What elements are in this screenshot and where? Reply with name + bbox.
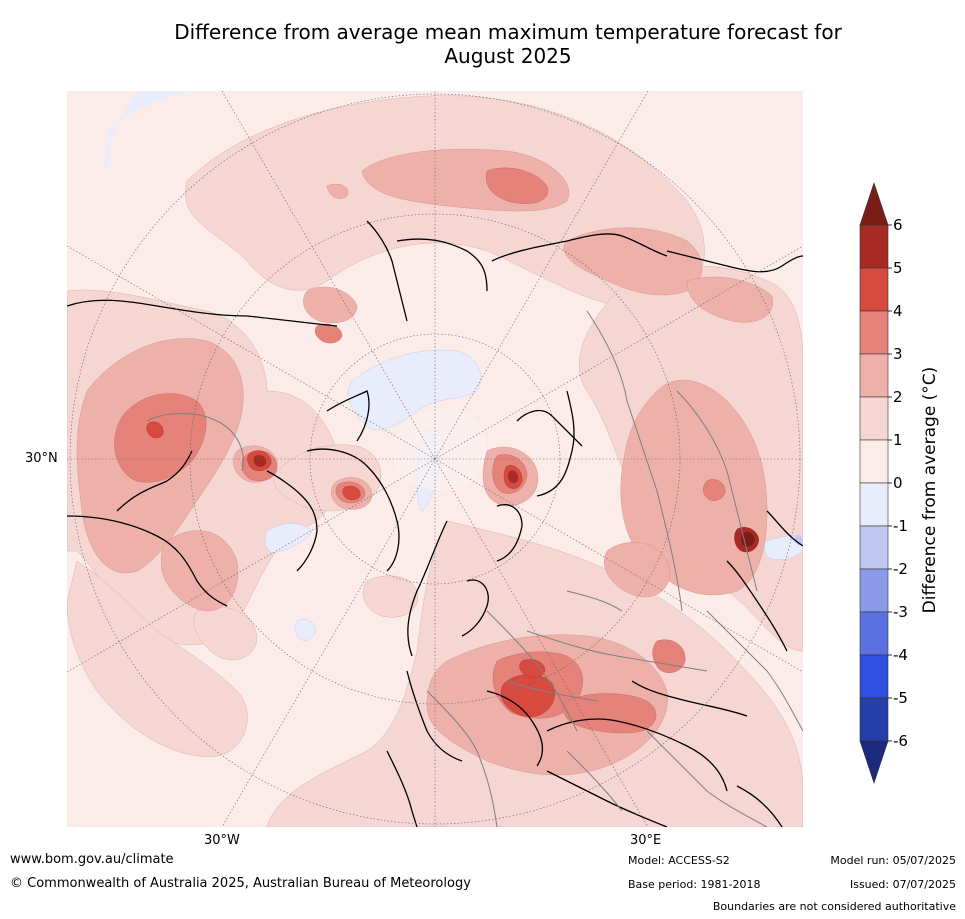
title-line-1: Difference from average mean maximum tem… <box>174 20 842 44</box>
temperature-anomaly-map <box>67 91 803 827</box>
footer-model-run: Model run: 05/07/2025 <box>830 854 956 867</box>
polar-cap-region <box>391 408 486 492</box>
footer-disclaimer: Boundaries are not considered authoritat… <box>712 900 956 913</box>
colorbar-bin <box>859 611 889 656</box>
footer-issued: Issued: 07/07/2025 <box>849 878 956 891</box>
colorbar-tick-label: 2 <box>893 388 903 406</box>
anomaly-5-plus <box>253 454 759 553</box>
colorbar-bin <box>859 310 889 355</box>
anomaly-3-4 <box>114 167 726 734</box>
colorbar: 6 5 4 3 2 1 0 -1 -2 -3 -4 -5 -6 <box>859 182 908 784</box>
lon-label-30w: 30°W <box>204 833 240 848</box>
colorbar-bin <box>859 267 889 312</box>
colorbar-bin <box>859 697 889 742</box>
colorbar-bin <box>859 568 889 613</box>
footer-model: Model: ACCESS-S2 <box>628 854 730 867</box>
colorbar-tick-label: -1 <box>893 517 908 535</box>
chart-title: Difference from average mean maximum tem… <box>60 20 956 68</box>
colorbar-tick-label: 4 <box>893 302 903 320</box>
colorbar-tick-label: 0 <box>893 474 903 492</box>
colorbar-tick-label: -3 <box>893 603 908 621</box>
colorbar-extend-max <box>859 182 889 226</box>
colorbar-tick-label: 3 <box>893 345 903 363</box>
colorbar-tick-label: -6 <box>893 732 908 750</box>
graticule <box>67 91 803 827</box>
title-line-2: August 2025 <box>444 44 572 68</box>
cool-anomaly-northpacific <box>102 91 192 171</box>
colorbar-bin <box>859 353 889 398</box>
colorbar-tick-label: -2 <box>893 560 908 578</box>
colorbar-bin <box>859 482 889 527</box>
footer-base-period: Base period: 1981-2018 <box>628 878 761 891</box>
colorbar-label-text: Difference from average (°C) <box>920 366 940 614</box>
colorbar-label: Difference from average (°C) <box>918 360 942 620</box>
colorbar-bin <box>859 439 889 484</box>
colorbar-tick-label: 6 <box>893 216 903 234</box>
colorbar-tick-label: -4 <box>893 646 908 664</box>
colorbar-bin <box>859 654 889 699</box>
colorbar-bin <box>859 525 889 570</box>
lon-label-30e: 30°E <box>630 833 662 848</box>
coastlines <box>67 220 803 827</box>
lat-label-30n: 30°N <box>25 451 58 466</box>
footer-url: www.bom.gov.au/climate <box>10 852 174 867</box>
colorbar-tick-label: -5 <box>893 689 908 707</box>
footer-copyright: © Commonwealth of Australia 2025, Austra… <box>10 876 471 891</box>
colorbar-bin <box>859 396 889 441</box>
anomaly-minus1-minus2 <box>795 535 803 546</box>
colorbar-extend-min <box>859 740 889 784</box>
colorbar-tick-label: 5 <box>893 259 903 277</box>
colorbar-tick-label: 1 <box>893 431 903 449</box>
colorbar-bin <box>859 224 889 269</box>
